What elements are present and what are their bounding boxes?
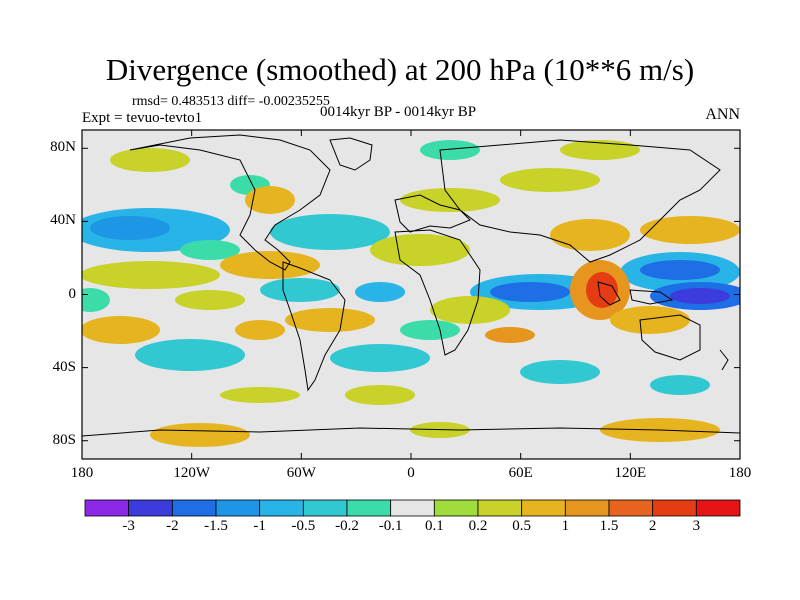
colorbar-label: -3	[122, 518, 135, 534]
divergence-field	[82, 134, 740, 447]
x-tick-label: 60W	[286, 465, 316, 481]
x-tick-label: 180	[728, 465, 752, 481]
colorbar-label: -1.5	[204, 518, 228, 534]
y-tick-label: 0	[68, 285, 77, 302]
colorbar	[84, 499, 741, 517]
colorbar-swatch	[259, 499, 304, 517]
colorbar-label: -0.2	[335, 518, 359, 534]
colorbar-label: 1.5	[599, 518, 619, 534]
colorbar-label: 3	[692, 518, 701, 534]
colorbar-label: -1	[253, 518, 266, 534]
colorbar-swatch	[695, 499, 741, 517]
x-tick-label: 0	[407, 465, 415, 481]
axis-ticks	[81, 130, 741, 459]
colorbar-label: 0.1	[424, 518, 444, 534]
colorbar-swatch	[652, 499, 697, 517]
colorbar-swatch	[346, 499, 392, 517]
convergence-regions	[82, 140, 740, 395]
colorbar-swatch	[128, 499, 173, 517]
colorbar-label: -2	[166, 518, 179, 534]
y-tick-label: 80S	[52, 431, 76, 448]
colorbar-swatch	[521, 499, 566, 517]
y-tick-label: 80N	[50, 139, 76, 156]
y-tick-label: 40S	[52, 358, 76, 375]
y-tick-label: 40N	[50, 212, 76, 229]
stats-text: rmsd= 0.483513 diff= -0.00235255	[132, 94, 330, 109]
divergence-regions	[82, 140, 740, 447]
colorbar-swatch	[215, 499, 261, 517]
plot-title: Divergence (smoothed) at 200 hPa (10**6 …	[105, 52, 695, 87]
colorbar-swatch	[390, 499, 435, 517]
colorbar-swatch	[564, 499, 610, 517]
colorbar-label: 1	[561, 518, 570, 534]
colorbar-swatch	[171, 499, 217, 517]
colorbar-label: 0.2	[468, 518, 488, 534]
colorbar-swatch	[608, 499, 654, 517]
x-tick-label: 120W	[173, 465, 210, 481]
colorbar-swatch	[477, 499, 523, 517]
x-tick-label: 120E	[614, 465, 647, 481]
colorbar-label: 2	[648, 518, 657, 534]
coastlines	[82, 134, 740, 437]
x-tick-label: 60E	[508, 465, 533, 481]
colorbar-swatch	[84, 499, 130, 517]
colorbar-label: -0.5	[291, 518, 316, 534]
season-label: ANN	[705, 106, 740, 123]
period-label: 0014kyr BP - 0014kyr BP	[320, 104, 477, 120]
colorbar-label: 0.5	[512, 518, 532, 534]
experiment-label: Expt = tevuo-tevto1	[82, 110, 203, 126]
x-tick-label: 180	[70, 465, 94, 481]
colorbar-swatch	[433, 499, 479, 517]
map-background	[82, 130, 740, 459]
colorbar-swatch	[302, 499, 348, 517]
colorbar-label: -0.1	[378, 518, 403, 534]
